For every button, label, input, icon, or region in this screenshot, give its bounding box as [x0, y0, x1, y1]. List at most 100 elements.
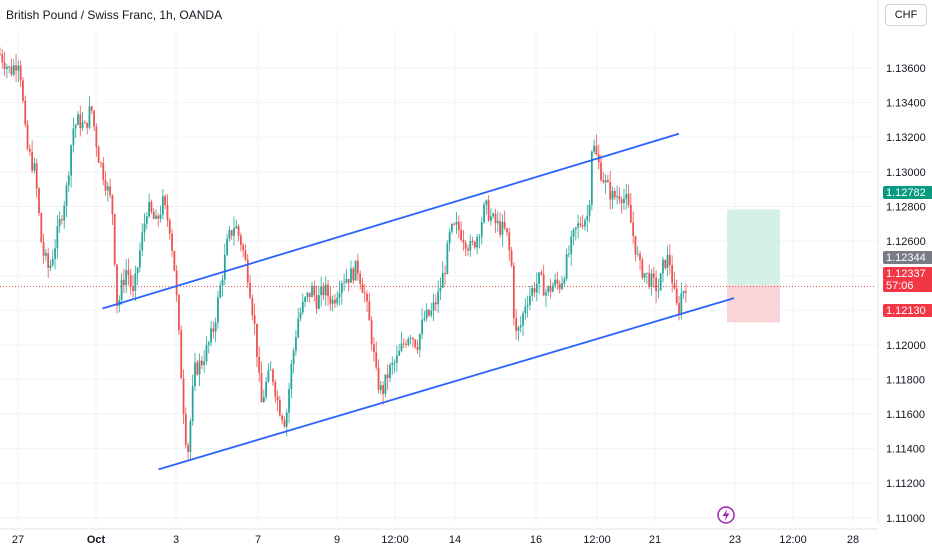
candle: [77, 111, 79, 126]
candle: [579, 217, 582, 228]
candle: [524, 297, 527, 320]
candle: [646, 272, 648, 284]
candle: [490, 208, 492, 226]
candle: [3, 51, 6, 77]
time-tick-label: 9: [334, 534, 340, 546]
candle: [682, 290, 685, 299]
candle: [643, 273, 646, 283]
candle: [483, 202, 485, 224]
candle: [313, 280, 316, 302]
candle: [122, 269, 125, 294]
time-tick-label: 16: [530, 534, 542, 546]
candle: [671, 255, 674, 293]
candle: [570, 230, 573, 266]
candle: [17, 60, 20, 83]
candle: [155, 209, 157, 220]
candle: [393, 359, 396, 373]
candle: [407, 336, 410, 347]
candle: [503, 210, 506, 231]
candle: [373, 337, 375, 362]
candle: [304, 295, 307, 308]
candle: [38, 186, 40, 216]
candle: [370, 316, 373, 351]
candle: [281, 413, 284, 425]
candle: [446, 240, 449, 275]
candle: [384, 374, 387, 398]
candle: [67, 171, 70, 193]
candle: [70, 144, 73, 188]
candle: [203, 350, 206, 373]
candle: [1, 49, 4, 69]
time-tick-label: Oct: [87, 534, 106, 546]
candle: [588, 199, 591, 223]
candle: [189, 418, 192, 460]
candle: [457, 215, 460, 239]
lightning-icon: [722, 509, 730, 521]
candle: [12, 59, 15, 77]
candle: [90, 105, 93, 115]
candle: [533, 282, 536, 298]
candle: [47, 247, 50, 279]
candle: [354, 260, 357, 281]
events-marker[interactable]: [717, 506, 735, 524]
candle: [168, 218, 171, 240]
candle: [132, 275, 134, 298]
candle: [49, 259, 52, 272]
candle: [175, 265, 178, 302]
candle: [512, 262, 515, 326]
time-tick-label: 3: [173, 534, 179, 546]
candle: [65, 182, 68, 218]
candle: [299, 307, 302, 322]
candle: [648, 264, 651, 290]
candle: [368, 292, 371, 321]
currency-button[interactable]: CHF: [885, 4, 927, 26]
candle: [269, 361, 272, 371]
candle: [506, 227, 508, 237]
stop-loss-zone[interactable]: [727, 285, 780, 323]
candle: [159, 205, 162, 223]
candle: [467, 244, 469, 256]
take-profit-zone[interactable]: [727, 209, 780, 286]
price-badge-label: 1.12337: [886, 268, 926, 280]
candle: [678, 296, 680, 321]
candle: [464, 240, 467, 257]
candle: [150, 199, 153, 215]
candle: [343, 273, 346, 292]
candle: [237, 224, 240, 242]
candle: [100, 161, 102, 168]
candle: [334, 294, 336, 309]
candle: [276, 390, 279, 412]
candle: [306, 291, 309, 303]
candle: [15, 53, 17, 83]
candle: [44, 249, 47, 262]
candle: [444, 265, 446, 286]
candle: [611, 186, 614, 210]
channel-upper-trendline[interactable]: [102, 132, 680, 310]
candle: [602, 171, 605, 184]
candle: [434, 294, 437, 312]
time-axis[interactable]: 27 Oct 3 7 9 12:00 14 16 12:00 21 23 12:00 28: [0, 528, 878, 546]
candle: [540, 270, 543, 276]
candle: [187, 442, 190, 461]
candle: [584, 218, 586, 231]
candle: [650, 269, 653, 296]
candle: [430, 302, 433, 318]
candle: [453, 222, 456, 226]
candlestick-series: [0, 47, 687, 461]
candle: [593, 139, 596, 155]
candle: [182, 369, 185, 425]
candle: [632, 211, 635, 244]
candle: [494, 208, 497, 233]
candle: [51, 249, 54, 267]
candle: [556, 271, 559, 291]
candle: [283, 416, 286, 428]
candle: [451, 222, 453, 235]
channel-lower-trendline[interactable]: [158, 297, 735, 471]
candle: [262, 389, 265, 403]
candle: [618, 187, 621, 204]
candle: [10, 58, 13, 77]
candle: [428, 308, 430, 317]
candle: [200, 356, 203, 369]
